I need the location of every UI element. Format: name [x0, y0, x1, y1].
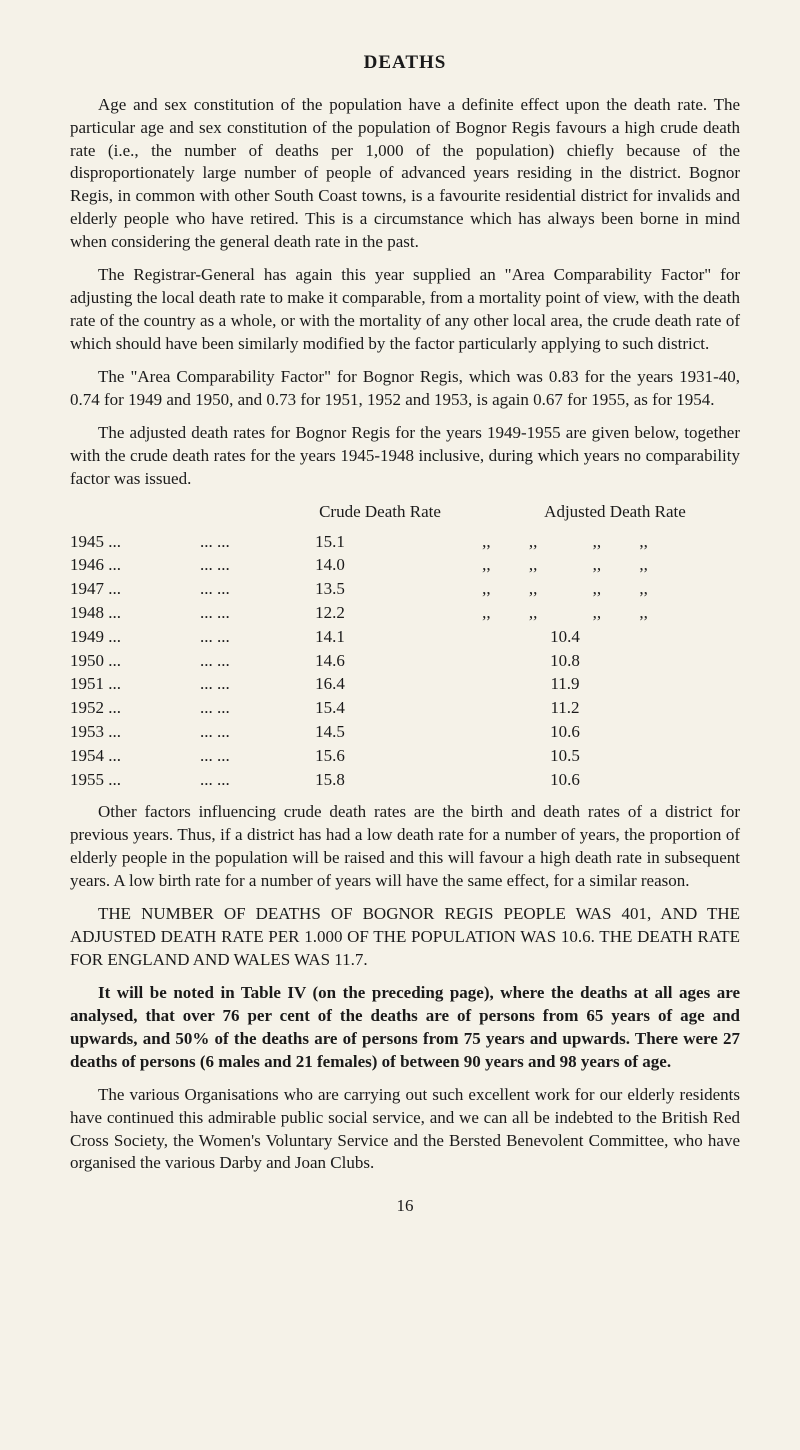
- cell-year: 1947 ...: [70, 577, 200, 601]
- paragraph-6: THE NUMBER OF DEATHS OF BOGNOR REGIS PEO…: [70, 903, 740, 972]
- cell-year: 1945 ...: [70, 530, 200, 554]
- table-header-year: [70, 501, 270, 524]
- cell-dots: ... ...: [200, 601, 270, 625]
- cell-dots: ... ...: [200, 768, 270, 792]
- table-row: 1950 ...... ...14.610.8: [70, 649, 740, 673]
- paragraph-4: The adjusted death rates for Bognor Regi…: [70, 422, 740, 491]
- cell-year: 1949 ...: [70, 625, 200, 649]
- cell-crude-rate: 15.1: [270, 530, 390, 554]
- cell-dots: ... ...: [200, 720, 270, 744]
- cell-adjusted-rate: 10.8: [390, 649, 740, 673]
- cell-dots: ... ...: [200, 744, 270, 768]
- cell-crude-rate: 14.6: [270, 649, 390, 673]
- cell-adjusted-rate: 11.2: [390, 696, 740, 720]
- cell-crude-rate: 13.5: [270, 577, 390, 601]
- cell-crude-rate: 12.2: [270, 601, 390, 625]
- cell-adjusted-rate: 10.5: [390, 744, 740, 768]
- table-row: 1949 ...... ...14.110.4: [70, 625, 740, 649]
- cell-dots: ... ...: [200, 577, 270, 601]
- cell-dots: ... ...: [200, 649, 270, 673]
- cell-year: 1951 ...: [70, 672, 200, 696]
- cell-year: 1948 ...: [70, 601, 200, 625]
- table-header-crude: Crude Death Rate: [270, 501, 490, 524]
- cell-crude-rate: 15.6: [270, 744, 390, 768]
- cell-crude-rate: 16.4: [270, 672, 390, 696]
- paragraph-8: The various Organisations who are carryi…: [70, 1084, 740, 1176]
- cell-crude-rate: 14.1: [270, 625, 390, 649]
- table-header-row: Crude Death Rate Adjusted Death Rate: [70, 501, 740, 524]
- cell-dots: ... ...: [200, 625, 270, 649]
- cell-dots: ... ...: [200, 696, 270, 720]
- cell-adjusted-rate: 11.9: [390, 672, 740, 696]
- table-row: 1955 ...... ...15.810.6: [70, 768, 740, 792]
- paragraph-3: The "Area Comparability Factor" for Bogn…: [70, 366, 740, 412]
- cell-dots: ... ...: [200, 553, 270, 577]
- document-page: DEATHS Age and sex constitution of the p…: [0, 0, 800, 1258]
- cell-year: 1955 ...: [70, 768, 200, 792]
- paragraph-1: Age and sex constitution of the populati…: [70, 94, 740, 255]
- cell-dots: ... ...: [200, 672, 270, 696]
- death-rate-table: 1945 ...... ...15.1,, ,, ,, ,,1946 .....…: [70, 530, 740, 792]
- cell-adjusted-ditto: ,, ,, ,, ,,: [390, 553, 740, 577]
- table-header-adjusted: Adjusted Death Rate: [490, 501, 740, 524]
- table-row: 1951 ...... ...16.411.9: [70, 672, 740, 696]
- paragraph-7-bold: It will be noted in Table IV (on the pre…: [70, 982, 740, 1074]
- cell-year: 1952 ...: [70, 696, 200, 720]
- page-number: 16: [70, 1195, 740, 1218]
- cell-year: 1954 ...: [70, 744, 200, 768]
- table-row: 1954 ...... ...15.610.5: [70, 744, 740, 768]
- page-title: DEATHS: [70, 50, 740, 76]
- paragraph-5: Other factors influencing crude death ra…: [70, 801, 740, 893]
- table-row: 1953 ...... ...14.510.6: [70, 720, 740, 744]
- cell-year: 1953 ...: [70, 720, 200, 744]
- table-row: 1948 ...... ...12.2,, ,, ,, ,,: [70, 601, 740, 625]
- cell-crude-rate: 14.5: [270, 720, 390, 744]
- paragraph-2: The Registrar-General has again this yea…: [70, 264, 740, 356]
- cell-adjusted-ditto: ,, ,, ,, ,,: [390, 601, 740, 625]
- cell-dots: ... ...: [200, 530, 270, 554]
- cell-adjusted-ditto: ,, ,, ,, ,,: [390, 530, 740, 554]
- cell-adjusted-rate: 10.6: [390, 768, 740, 792]
- cell-adjusted-ditto: ,, ,, ,, ,,: [390, 577, 740, 601]
- cell-crude-rate: 14.0: [270, 553, 390, 577]
- cell-year: 1946 ...: [70, 553, 200, 577]
- cell-adjusted-rate: 10.6: [390, 720, 740, 744]
- cell-year: 1950 ...: [70, 649, 200, 673]
- table-row: 1952 ...... ...15.411.2: [70, 696, 740, 720]
- cell-crude-rate: 15.4: [270, 696, 390, 720]
- table-row: 1945 ...... ...15.1,, ,, ,, ,,: [70, 530, 740, 554]
- cell-crude-rate: 15.8: [270, 768, 390, 792]
- cell-adjusted-rate: 10.4: [390, 625, 740, 649]
- table-row: 1947 ...... ...13.5,, ,, ,, ,,: [70, 577, 740, 601]
- table-row: 1946 ...... ...14.0,, ,, ,, ,,: [70, 553, 740, 577]
